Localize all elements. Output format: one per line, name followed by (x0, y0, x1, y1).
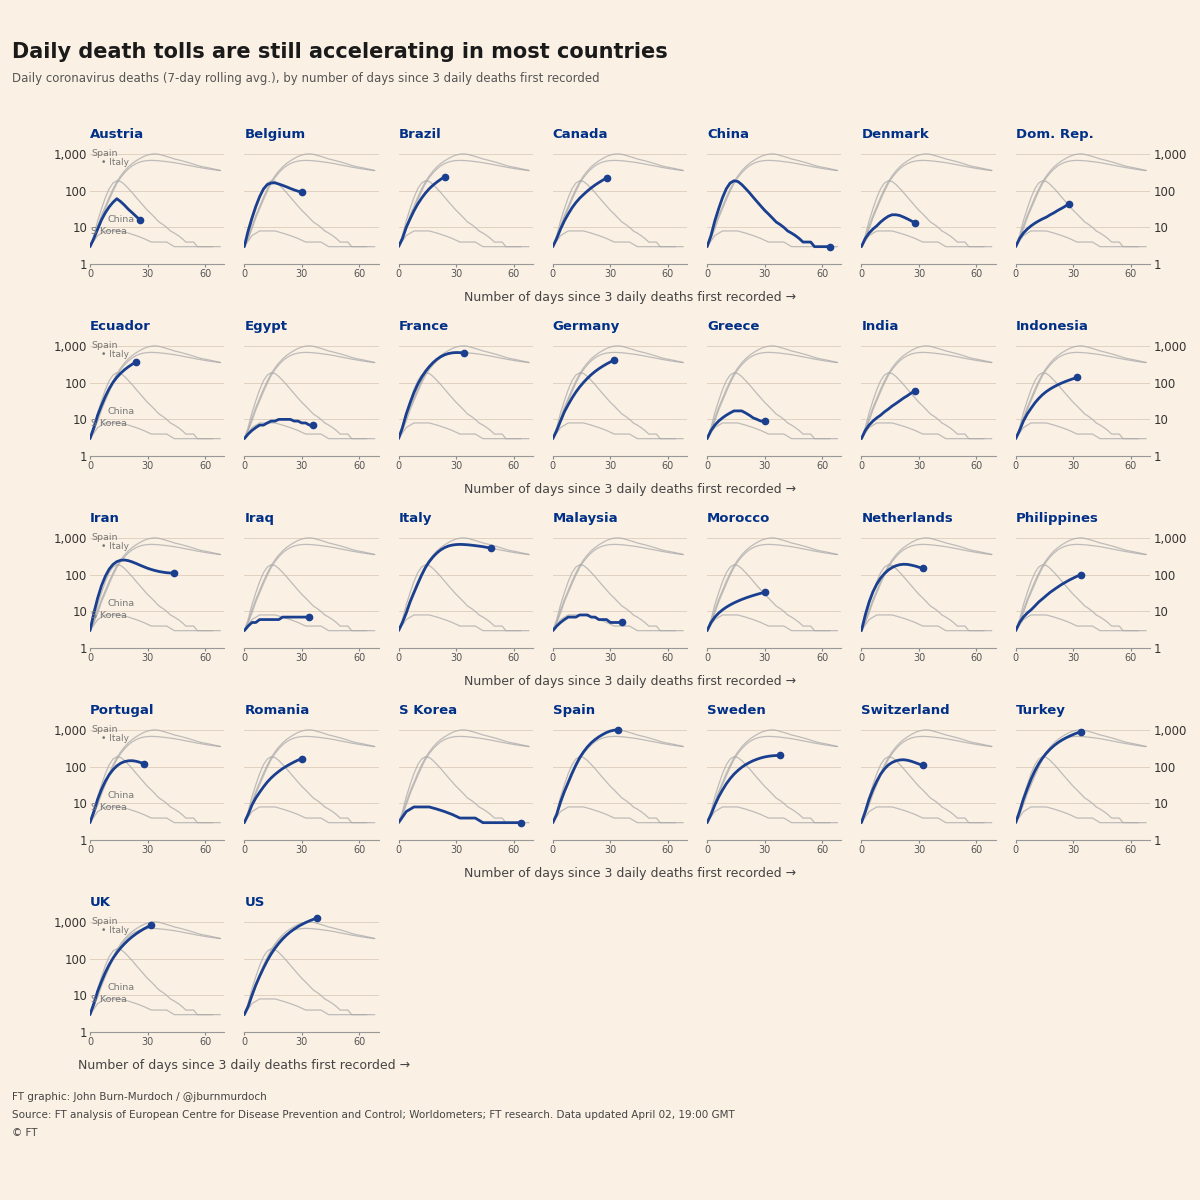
Text: Number of days since 3 daily deaths first recorded →: Number of days since 3 daily deaths firs… (464, 482, 796, 496)
Text: Source: FT analysis of European Centre for Disease Prevention and Control; World: Source: FT analysis of European Centre f… (12, 1110, 734, 1120)
Text: Number of days since 3 daily deaths first recorded →: Number of days since 3 daily deaths firs… (464, 866, 796, 880)
Text: Canada: Canada (553, 128, 608, 142)
Text: Denmark: Denmark (862, 128, 929, 142)
Text: Spain: Spain (91, 725, 118, 734)
Text: • Italy: • Italy (101, 350, 128, 360)
Text: Spain: Spain (91, 149, 118, 158)
Text: Egypt: Egypt (245, 320, 287, 334)
Text: Italy: Italy (398, 512, 432, 526)
Text: India: India (862, 320, 899, 334)
Text: • Italy: • Italy (101, 542, 128, 552)
Text: Belgium: Belgium (245, 128, 306, 142)
Text: Brazil: Brazil (398, 128, 442, 142)
Text: Romania: Romania (245, 704, 310, 718)
Text: • Italy: • Italy (101, 734, 128, 744)
Text: S Korea: S Korea (91, 612, 127, 620)
Text: China: China (107, 407, 134, 416)
Text: Iran: Iran (90, 512, 120, 526)
Text: Turkey: Turkey (1015, 704, 1066, 718)
Text: S Korea: S Korea (91, 228, 127, 236)
Text: China: China (107, 215, 134, 224)
Text: Indonesia: Indonesia (1015, 320, 1088, 334)
Text: Philippines: Philippines (1015, 512, 1098, 526)
Text: • Italy: • Italy (101, 926, 128, 936)
Text: Number of days since 3 daily deaths first recorded →: Number of days since 3 daily deaths firs… (78, 1058, 410, 1072)
Text: China: China (707, 128, 749, 142)
Text: UK: UK (90, 896, 112, 910)
Text: Number of days since 3 daily deaths first recorded →: Number of days since 3 daily deaths firs… (464, 290, 796, 304)
Text: Sweden: Sweden (707, 704, 766, 718)
Text: Daily death tolls are still accelerating in most countries: Daily death tolls are still accelerating… (12, 42, 667, 62)
Text: Malaysia: Malaysia (553, 512, 618, 526)
Text: Portugal: Portugal (90, 704, 155, 718)
Text: Switzerland: Switzerland (862, 704, 950, 718)
Text: Austria: Austria (90, 128, 144, 142)
Text: © FT: © FT (12, 1128, 37, 1138)
Text: Daily coronavirus deaths (7-day rolling avg.), by number of days since 3 daily d: Daily coronavirus deaths (7-day rolling … (12, 72, 600, 85)
Text: Spain: Spain (91, 341, 118, 350)
Text: France: France (398, 320, 449, 334)
Text: US: US (245, 896, 265, 910)
Text: S Korea: S Korea (91, 804, 127, 812)
Text: S Korea: S Korea (91, 996, 127, 1004)
Text: Morocco: Morocco (707, 512, 770, 526)
Text: Netherlands: Netherlands (862, 512, 953, 526)
Text: Dom. Rep.: Dom. Rep. (1015, 128, 1093, 142)
Text: Number of days since 3 daily deaths first recorded →: Number of days since 3 daily deaths firs… (464, 674, 796, 688)
Text: FT graphic: John Burn-Murdoch / @jburnmurdoch: FT graphic: John Burn-Murdoch / @jburnmu… (12, 1092, 266, 1102)
Text: Spain: Spain (91, 533, 118, 542)
Text: Greece: Greece (707, 320, 760, 334)
Text: China: China (107, 599, 134, 608)
Text: S Korea: S Korea (91, 420, 127, 428)
Text: Ecuador: Ecuador (90, 320, 151, 334)
Text: Spain: Spain (553, 704, 595, 718)
Text: China: China (107, 791, 134, 800)
Text: • Italy: • Italy (101, 158, 128, 168)
Text: China: China (107, 983, 134, 992)
Text: Spain: Spain (91, 917, 118, 926)
Text: Iraq: Iraq (245, 512, 275, 526)
Text: Germany: Germany (553, 320, 620, 334)
Text: S Korea: S Korea (398, 704, 457, 718)
